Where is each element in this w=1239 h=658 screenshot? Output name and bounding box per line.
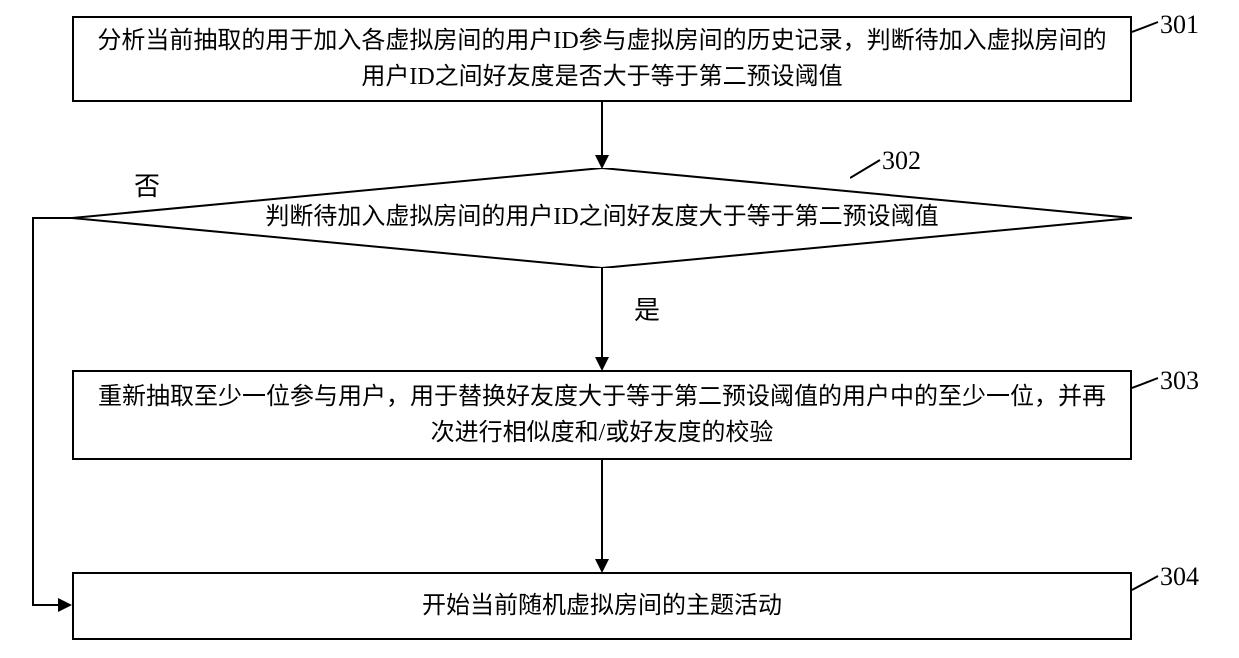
leader-line-303: [1132, 366, 1162, 392]
leader-line-301: [1132, 10, 1162, 36]
edge-label-no: 否: [134, 166, 160, 203]
decision-text: 判断待加入虚拟房间的用户ID之间好友度大于等于第二预设阈值: [265, 202, 938, 233]
process-text: 分析当前抽取的用于加入各虚拟房间的用户ID参与虚拟房间的历史记录，判断待加入虚拟…: [92, 23, 1112, 95]
leader-line-302: [850, 146, 884, 180]
arrow-301-302: [601, 102, 603, 156]
edge-label-yes: 是: [634, 290, 660, 327]
arrow-no-left: [32, 217, 72, 219]
step-label-303: 303: [1160, 366, 1199, 396]
arrowhead-303-304: [595, 559, 609, 573]
arrow-303-304: [601, 460, 603, 560]
process-text: 开始当前随机虚拟房间的主题活动: [422, 588, 782, 624]
flowchart-canvas: 分析当前抽取的用于加入各虚拟房间的用户ID参与虚拟房间的历史记录，判断待加入虚拟…: [0, 0, 1239, 658]
arrowhead-301-302: [595, 155, 609, 169]
arrow-no-bottom: [32, 604, 60, 606]
decision-box-302: 判断待加入虚拟房间的用户ID之间好友度大于等于第二预设阈值: [72, 168, 1132, 268]
process-text: 重新抽取至少一位参与用户，用于替换好友度大于等于第二预设阈值的用户中的至少一位，…: [92, 379, 1112, 451]
step-label-304: 304: [1160, 562, 1199, 592]
process-box-301: 分析当前抽取的用于加入各虚拟房间的用户ID参与虚拟房间的历史记录，判断待加入虚拟…: [72, 16, 1132, 102]
arrowhead-no-into-304: [58, 598, 72, 612]
step-label-301: 301: [1160, 10, 1199, 40]
step-label-302: 302: [882, 146, 921, 176]
arrow-no-down: [32, 217, 34, 605]
arrowhead-302-303: [595, 357, 609, 371]
leader-line-304: [1132, 562, 1162, 592]
arrow-302-303: [601, 268, 603, 358]
process-box-304: 开始当前随机虚拟房间的主题活动: [72, 572, 1132, 640]
process-box-303: 重新抽取至少一位参与用户，用于替换好友度大于等于第二预设阈值的用户中的至少一位，…: [72, 370, 1132, 460]
